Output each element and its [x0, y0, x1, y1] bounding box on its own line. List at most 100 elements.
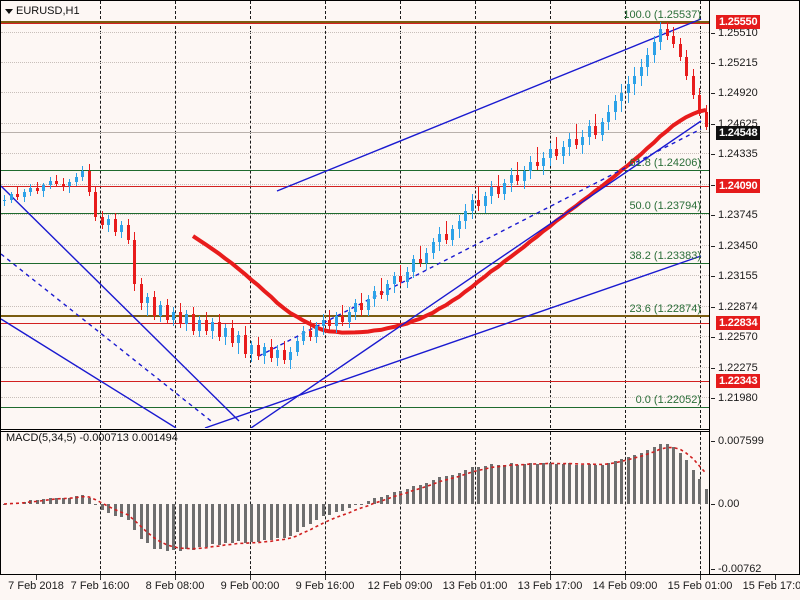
axis-tick [711, 441, 715, 442]
macd-bar [257, 504, 260, 543]
candle-wick [595, 113, 596, 139]
axis-tick [711, 93, 715, 94]
macd-bar [705, 488, 708, 504]
horizontal-gridline [1, 245, 709, 246]
macd-pane[interactable] [1, 432, 709, 574]
price-tag: 1.25550 [716, 15, 761, 29]
fib-level-label: 61.8 (1.24206) [629, 157, 701, 169]
vertical-gridline [325, 432, 326, 574]
vertical-gridline [250, 432, 251, 574]
axis-tick [711, 154, 715, 155]
candle-wick [498, 174, 499, 198]
candle-body [425, 252, 428, 264]
price-chart-pane[interactable]: 100.0 (1.25537) 61.8 (1.24206) 50.0 (1.237… [1, 1, 709, 428]
candle-body [211, 322, 214, 331]
horizontal-gridline [1, 214, 709, 215]
candle-body [698, 94, 701, 112]
candle-body [646, 54, 649, 68]
macd-bar [348, 504, 351, 509]
macd-bar [224, 504, 227, 543]
candle-body [218, 322, 221, 337]
candle-body [231, 328, 234, 344]
macd-bar [159, 504, 162, 550]
macd-bar [633, 454, 636, 504]
axis-tick [711, 185, 715, 186]
support-line-122834 [1, 323, 709, 324]
trendline-up-lower[interactable] [204, 255, 702, 428]
macd-bar [107, 504, 110, 513]
candle-body [120, 225, 123, 232]
macd-bar [399, 491, 402, 504]
candle-body [341, 315, 344, 323]
moving-average-line [191, 107, 707, 335]
macd-bar [425, 482, 428, 504]
trendline-down-upper[interactable] [1, 185, 240, 422]
trendline-down-mid[interactable] [1, 253, 212, 422]
macd-bar [179, 504, 182, 552]
symbol-label: EURUSD,H1 [16, 5, 80, 17]
trendline-up-mid[interactable] [258, 128, 702, 357]
time-tick [325, 575, 326, 580]
macd-bar [198, 504, 201, 548]
price-axis[interactable]: 1.255101.252151.249201.246251.243351.240… [711, 1, 799, 428]
time-axis-label: 8 Feb 08:00 [145, 580, 205, 592]
price-axis-label: 1.22874 [718, 301, 758, 313]
candle-body [244, 334, 247, 354]
macd-bar [445, 476, 448, 504]
candle-body [575, 138, 578, 146]
candle-body [3, 199, 6, 202]
price-axis-label: 1.25215 [718, 57, 758, 69]
price-axis-label: 1.25510 [718, 27, 758, 39]
candle-wick [17, 187, 18, 200]
time-tick [475, 575, 476, 580]
fib-level-line-5 [1, 407, 709, 408]
support-line-122343 [1, 381, 709, 382]
candle-body [114, 218, 117, 232]
price-tag: 1.24548 [716, 126, 761, 140]
candle-body [705, 111, 708, 128]
price-axis-label: 1.23155 [718, 270, 758, 282]
candle-body [458, 221, 461, 230]
candle-body [309, 330, 312, 337]
candle-body [283, 349, 286, 361]
time-axis[interactable]: 7 Feb 2018 7 Feb 16:00 8 Feb 08:00 9 Feb 00… [0, 575, 800, 600]
candle-body [367, 298, 370, 310]
macd-bar [36, 500, 39, 504]
candle-body [640, 67, 643, 76]
frame-bottom [0, 574, 800, 575]
macd-bar [542, 463, 545, 504]
fib-level-label: 23.6 (1.22874) [629, 303, 701, 315]
axis-tick [711, 124, 715, 125]
trendline-down-lower[interactable] [1, 318, 177, 428]
macd-bar [640, 452, 643, 504]
macd-axis-label: 0.007599 [718, 435, 764, 447]
candle-body [140, 284, 143, 304]
macd-bar [140, 504, 143, 540]
time-tick [550, 575, 551, 580]
trendline-up-inner[interactable] [250, 120, 702, 428]
candle-body [516, 174, 519, 182]
candle-body [270, 347, 273, 358]
macd-bar [49, 497, 52, 504]
candle-body [166, 305, 169, 321]
axis-tick [711, 398, 715, 399]
macd-bar [692, 469, 695, 504]
macd-bar [231, 504, 234, 544]
price-axis-label: 1.24335 [718, 148, 758, 160]
candle-body [172, 311, 175, 321]
candle-body [406, 271, 409, 283]
chevron-down-icon[interactable] [5, 9, 13, 14]
candle-body [562, 147, 565, 156]
macd-bar [679, 452, 682, 504]
candle-body [237, 334, 240, 344]
candle-body [588, 126, 591, 137]
time-tick [625, 575, 626, 580]
candle-body [62, 184, 65, 187]
macd-bar [529, 462, 532, 504]
macd-bar [620, 458, 623, 504]
macd-bar [315, 504, 318, 521]
trendline-up-upper[interactable] [276, 18, 702, 192]
candle-body [36, 188, 39, 191]
macd-bar [672, 447, 675, 504]
time-tick [700, 575, 701, 580]
